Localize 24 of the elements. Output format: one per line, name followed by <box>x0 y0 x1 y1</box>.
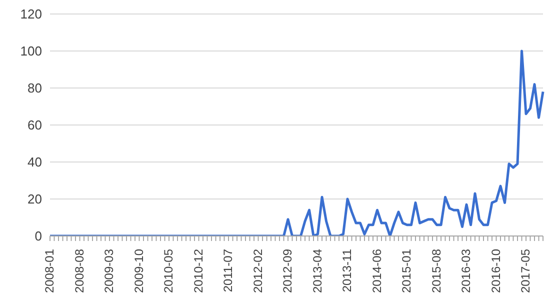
x-tick-label: 2009-10 <box>132 248 146 294</box>
x-tick-label: 2012-02 <box>250 248 265 294</box>
y-tick-label: 40 <box>28 154 42 170</box>
x-tick-label: 2013-04 <box>310 248 324 294</box>
x-tick-label: 2012-09 <box>280 248 295 294</box>
x-tick-label: 2008-08 <box>72 248 86 294</box>
y-tick-label: 20 <box>28 192 42 207</box>
y-tick-label: 60 <box>28 118 42 133</box>
x-tick-label: 2014-06 <box>370 248 384 294</box>
y-tick-label: 100 <box>20 44 42 59</box>
x-tick-label: 2010-05 <box>162 248 176 294</box>
x-tick-label: 2015-08 <box>429 248 444 294</box>
x-tick-label: 2016-03 <box>459 248 474 294</box>
x-tick-label: 2013-11 <box>340 248 354 292</box>
x-tick-label: 2008-01 <box>42 248 57 294</box>
x-tick-label: 2009-03 <box>102 248 116 294</box>
x-tick-label: 2011-07 <box>221 248 236 292</box>
y-tick-label: 0 <box>34 228 42 244</box>
y-tick-label: 120 <box>20 6 42 22</box>
x-tick-label: 2017-05 <box>518 248 533 294</box>
x-tick-label: 2015-01 <box>400 248 414 294</box>
y-tick-label: 80 <box>28 80 42 96</box>
x-tick-label: 2016-10 <box>488 248 503 294</box>
x-tick-label: 2010-12 <box>191 248 206 294</box>
